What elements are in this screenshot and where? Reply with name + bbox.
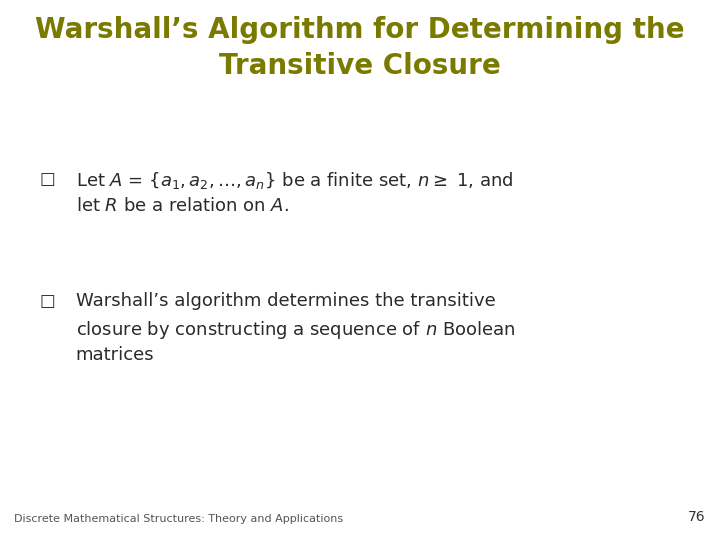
- Text: matrices: matrices: [76, 346, 154, 363]
- Text: let $R$ be a relation on $A$.: let $R$ be a relation on $A$.: [76, 197, 289, 215]
- Text: □: □: [40, 170, 55, 188]
- Text: closure by constructing a sequence of $n$ Boolean: closure by constructing a sequence of $n…: [76, 319, 515, 341]
- Text: Warshall’s algorithm determines the transitive: Warshall’s algorithm determines the tran…: [76, 292, 495, 309]
- Text: □: □: [40, 292, 55, 309]
- Text: Warshall’s Algorithm for Determining the
Transitive Closure: Warshall’s Algorithm for Determining the…: [35, 16, 685, 80]
- Text: Let $A$ = $\{a_1, a_2, \ldots , a_n\}$ be a finite set, $n \geq$ 1, and: Let $A$ = $\{a_1, a_2, \ldots , a_n\}$ b…: [76, 170, 513, 191]
- Text: 76: 76: [688, 510, 706, 524]
- Text: Discrete Mathematical Structures: Theory and Applications: Discrete Mathematical Structures: Theory…: [14, 514, 343, 524]
